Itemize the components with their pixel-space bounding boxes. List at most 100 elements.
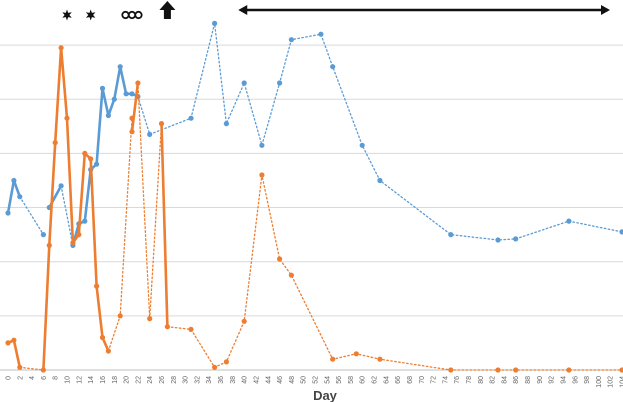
- x-tick-label: 100: [596, 376, 603, 388]
- data-point: [359, 142, 365, 148]
- data-point: [188, 326, 194, 332]
- data-point: [495, 367, 501, 373]
- x-tick-label: 36: [218, 376, 225, 384]
- x-tick-label: 56: [336, 376, 343, 384]
- x-tick-label: 82: [490, 376, 497, 384]
- x-tick-label: 76: [454, 376, 461, 384]
- series-line-dotted: [166, 174, 623, 371]
- x-tick-label: 0: [6, 376, 13, 380]
- data-point: [288, 37, 294, 43]
- x-tick-labels: 0 2 4 6 8 10 12 14 16 18 20 22 24 26 28 30 32 34 36 38 40 42 4…: [6, 376, 623, 388]
- data-point: [513, 236, 519, 242]
- series-line-solid: [42, 46, 110, 372]
- data-point: [619, 367, 623, 373]
- data-point: [318, 31, 324, 37]
- data-point: [99, 85, 106, 91]
- annotations: [62, 1, 610, 21]
- data-point: [46, 242, 52, 248]
- series-2: [5, 45, 623, 373]
- x-tick-label: 26: [159, 376, 166, 384]
- data-point: [259, 172, 265, 178]
- x-tick-label: 94: [561, 376, 568, 384]
- x-tick-label: 64: [383, 376, 390, 384]
- up-arrow-icon: [159, 1, 176, 19]
- data-point: [241, 318, 247, 324]
- x-tick-label: 52: [313, 376, 320, 384]
- data-point: [566, 218, 572, 224]
- data-point: [566, 367, 572, 373]
- data-point: [111, 96, 117, 102]
- x-tick-label: 86: [513, 376, 520, 384]
- series-line-dotted: [137, 82, 163, 320]
- data-point: [64, 115, 70, 121]
- data-point: [619, 229, 623, 235]
- data-point: [40, 367, 47, 373]
- x-tick-label: 20: [124, 376, 131, 384]
- x-tick-label: 50: [301, 376, 308, 384]
- data-point: [40, 232, 47, 238]
- infinity-icon: [121, 10, 143, 20]
- x-tick-label: 72: [431, 376, 438, 384]
- data-point: [147, 316, 153, 322]
- x-tick-label: 96: [572, 376, 579, 384]
- data-point: [129, 129, 135, 135]
- x-axis-title: Day: [313, 388, 338, 402]
- data-point: [82, 218, 88, 224]
- data-point: [58, 183, 64, 189]
- series-line-solid: [160, 122, 169, 329]
- series-line-dotted: [19, 366, 45, 371]
- x-tick-label: 66: [395, 376, 402, 384]
- data-point: [58, 45, 64, 51]
- x-tick-label: 84: [501, 376, 508, 384]
- x-tick-label: 104: [620, 376, 623, 388]
- star-icon: [62, 9, 72, 21]
- x-tick-label: 92: [549, 376, 556, 384]
- series-line-solid: [130, 81, 140, 133]
- data-point: [448, 367, 454, 373]
- x-tick-label: 10: [65, 376, 72, 384]
- data-point: [88, 156, 94, 162]
- data-point: [164, 324, 170, 330]
- x-tick-label: 90: [537, 376, 544, 384]
- x-tick-label: 8: [53, 376, 60, 380]
- x-tick-label: 78: [466, 376, 473, 384]
- data-point: [158, 121, 165, 127]
- data-point: [5, 340, 11, 346]
- data-point: [277, 256, 283, 262]
- data-point: [377, 177, 383, 184]
- x-tick-label: 70: [419, 376, 426, 384]
- data-point: [99, 334, 106, 341]
- data-point: [17, 194, 23, 200]
- series-layer: [5, 20, 623, 373]
- data-point: [241, 80, 247, 86]
- x-tick-label: 88: [525, 376, 532, 384]
- data-point: [82, 150, 88, 156]
- double-arrow-icon: [238, 5, 610, 15]
- x-tick-label: 40: [242, 376, 249, 384]
- data-point: [94, 161, 100, 167]
- x-tick-label: 6: [41, 376, 48, 380]
- x-tick-label: 58: [348, 376, 355, 384]
- series-line-dotted: [19, 196, 45, 236]
- data-point: [223, 121, 229, 127]
- data-point: [129, 91, 135, 97]
- gridlines: [0, 44, 623, 317]
- x-tick-label: 30: [183, 376, 190, 384]
- x-tick-label: 42: [254, 376, 261, 384]
- series-line-dotted: [137, 22, 623, 241]
- x-tick-label: 12: [76, 376, 83, 384]
- x-tick-label: 54: [324, 376, 331, 384]
- x-tick-label: 28: [171, 376, 178, 384]
- data-point: [129, 115, 135, 121]
- data-point: [135, 80, 141, 86]
- data-point: [330, 356, 336, 362]
- data-point: [17, 364, 23, 370]
- data-point: [330, 64, 336, 70]
- x-tick-label: 98: [584, 376, 591, 384]
- data-point: [117, 313, 123, 319]
- data-point: [212, 364, 218, 370]
- data-point: [147, 131, 153, 137]
- x-tick-label: 2: [17, 376, 24, 380]
- data-point: [11, 177, 17, 184]
